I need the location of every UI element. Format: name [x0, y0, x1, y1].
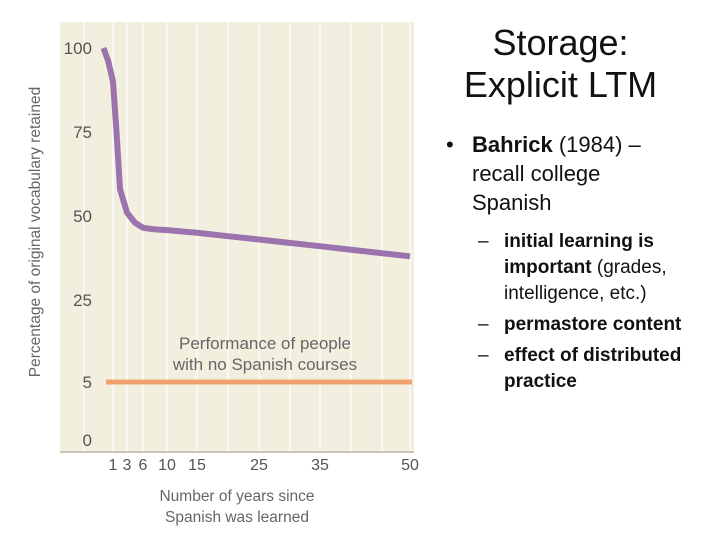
y-tick-label: 100 [64, 39, 92, 58]
sub-bullet-bold: effect of distributed practice [504, 345, 682, 392]
x-tick-label: 50 [401, 457, 419, 474]
y-tick-label: 25 [73, 291, 92, 310]
x-axis-label-line2: Spanish was learned [165, 509, 309, 526]
annotation-line1: Performance of people [179, 334, 351, 353]
slide-title-line2: Explicit LTM [463, 64, 658, 105]
bullet-author: Bahrick [472, 132, 553, 157]
dash-icon: – [478, 314, 489, 335]
x-tick-label: 6 [139, 457, 148, 474]
bullet-dot-icon: • [446, 132, 454, 157]
y-tick-label: 75 [73, 123, 92, 142]
sub-bullet-list: – initial learning is important (grades,… [444, 229, 714, 395]
x-tick-label: 35 [311, 457, 329, 474]
x-tick-label: 10 [158, 457, 176, 474]
sub-bullet: – permastore content [444, 312, 714, 338]
slide-title: Storage: Explicit LTM [448, 22, 673, 106]
sub-bullet-rest: (grades, intelligence, etc.) [504, 257, 667, 304]
dash-icon: – [478, 231, 489, 252]
main-bullet: • Bahrick (1984) – recall college Spanis… [444, 130, 714, 217]
y-tick-label: 50 [73, 207, 92, 226]
x-tick-label: 3 [123, 457, 132, 474]
sub-bullet-bold: permastore content [504, 314, 682, 335]
x-tick-label: 15 [188, 457, 206, 474]
x-tick-label: 1 [109, 457, 118, 474]
slide-title-line1: Storage: [492, 22, 629, 63]
bullet-line3: Spanish [472, 190, 552, 215]
bullet-line2: recall college [472, 161, 601, 186]
retention-curve-line [100, 46, 411, 260]
sub-bullet: – effect of distributed practice [444, 343, 714, 395]
sub-bullet-bold: initial learning is important [504, 231, 654, 278]
dash-icon: – [478, 345, 489, 366]
sub-bullet: – initial learning is important (grades,… [444, 229, 714, 307]
bullet-list: • Bahrick (1984) – recall college Spanis… [444, 130, 714, 400]
bullet-year: (1984) – [558, 132, 641, 157]
y-tick-label: 5 [83, 373, 92, 392]
annotation-line2: with no Spanish courses [172, 355, 357, 374]
x-tick-labels: 1 3 6 10 15 25 35 50 [109, 457, 419, 474]
y-axis-label: Percentage of original vocabulary retain… [27, 87, 44, 377]
x-axis-label-line1: Number of years since [159, 488, 314, 505]
x-tick-label: 25 [250, 457, 268, 474]
y-tick-label: 0 [83, 431, 92, 450]
series-group [100, 46, 412, 385]
